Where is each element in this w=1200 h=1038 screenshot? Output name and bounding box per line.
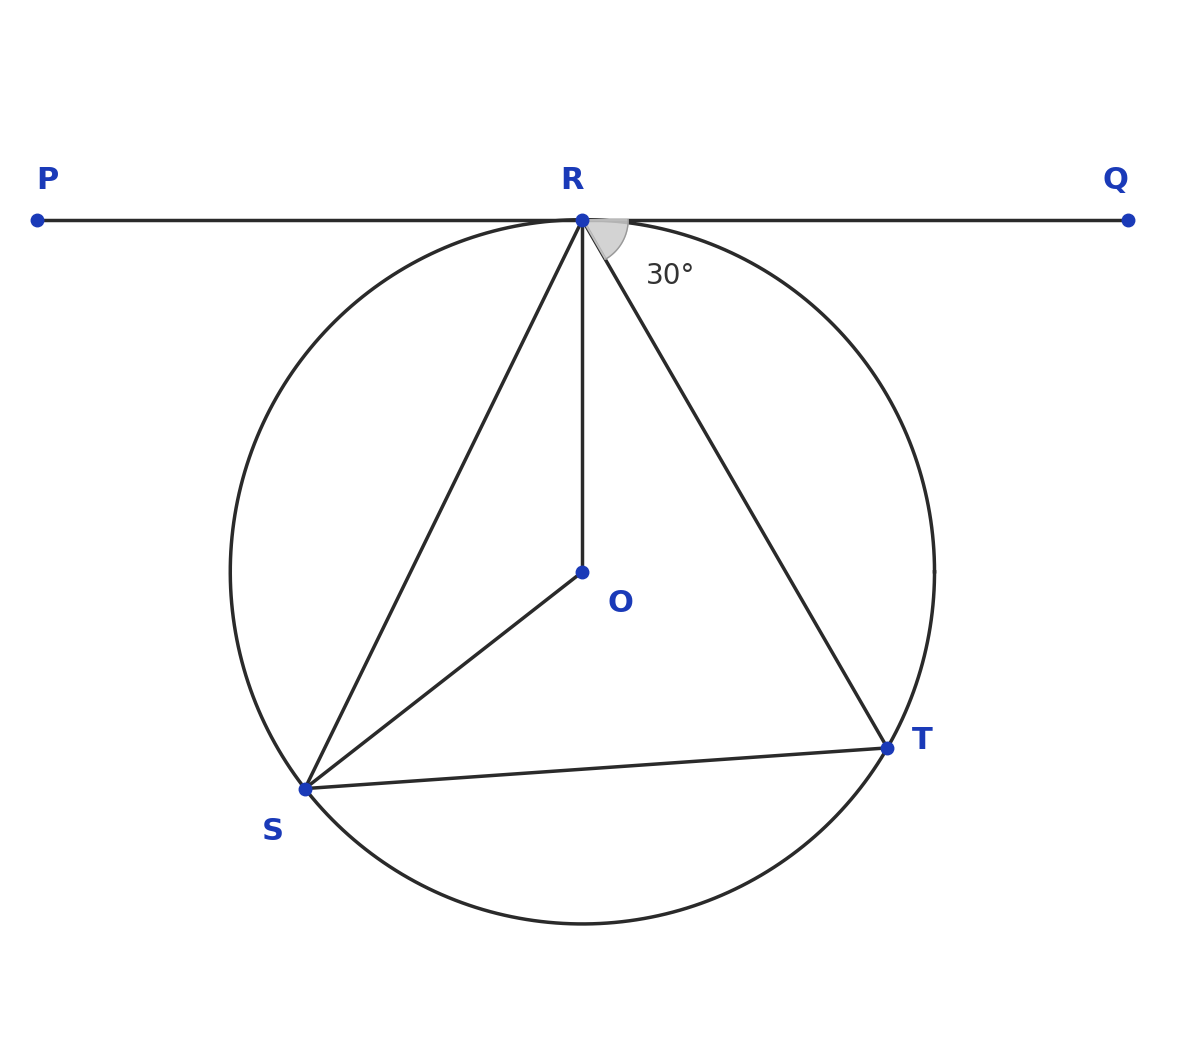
Text: S: S	[262, 817, 283, 846]
Text: Q: Q	[1103, 166, 1128, 195]
Text: R: R	[560, 166, 583, 195]
Text: T: T	[912, 727, 932, 756]
Text: O: O	[607, 590, 632, 619]
Text: P: P	[37, 166, 59, 195]
Text: 30°: 30°	[646, 262, 695, 290]
Polygon shape	[582, 220, 628, 260]
